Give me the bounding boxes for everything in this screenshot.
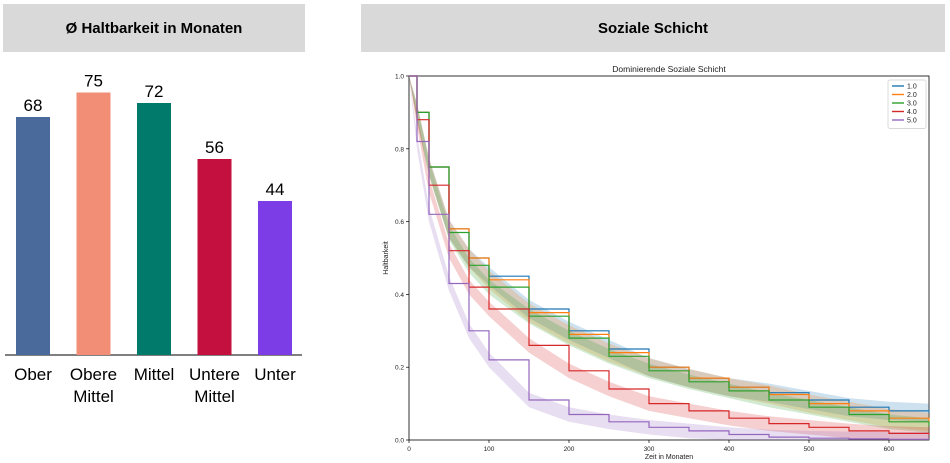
bar (258, 201, 292, 355)
left-panel-header: Ø Haltbarkeit in Monaten (3, 4, 305, 52)
survival-line (409, 75, 929, 440)
bar (197, 159, 232, 355)
plot-frame (408, 75, 930, 441)
y-tick-label: 0.0 (395, 438, 404, 445)
x-tick-label: 400 (724, 446, 735, 453)
bar-category-label: Unter (254, 365, 296, 384)
legend-label: 5.0 (907, 118, 917, 125)
y-tick-label: 0.8 (395, 146, 404, 153)
bar-category-label: Mittel (134, 365, 175, 384)
bar (16, 117, 50, 355)
y-axis-label: Haltbarkeit (383, 241, 390, 275)
bar-value-label: 75 (84, 72, 103, 91)
y-tick-label: 0.6 (395, 219, 404, 226)
right-panel-title: Soziale Schicht (597, 19, 709, 37)
bar (76, 92, 111, 355)
y-tick-label: 0.2 (395, 365, 404, 372)
survival-line (409, 75, 930, 435)
right-panel-header: Soziale Schicht (361, 4, 945, 52)
bar-category-label: Ober (14, 365, 52, 384)
x-tick-label: 300 (644, 446, 655, 453)
legend-label: 1.0 (907, 84, 917, 91)
confidence-band (409, 76, 929, 440)
x-axis-label: Zeit in Monaten (645, 454, 693, 461)
y-tick-label: 1.0 (395, 74, 404, 81)
x-tick-label: 500 (804, 446, 815, 453)
bar-chart: 68 Ober 75 Obere Mittel 72 Mittel 56 Untere Mitte… (5, 72, 302, 406)
x-tick-label: 600 (884, 446, 895, 453)
legend-label: 3.0 (907, 101, 917, 108)
x-tick-label: 200 (564, 446, 575, 453)
x-tick-label: 0 (407, 446, 411, 453)
bar-value-label: 44 (266, 180, 285, 199)
y-tick-label: 0.4 (395, 292, 404, 299)
bar-value-label: 72 (145, 82, 164, 101)
bar-value-label: 56 (205, 138, 224, 157)
legend-label: 2.0 (907, 92, 917, 99)
x-tick-label: 100 (484, 446, 495, 453)
bar-category-label: Untere (189, 365, 240, 384)
bar (137, 103, 171, 355)
legend-box (887, 79, 927, 129)
bar-category-label: Obere (70, 365, 117, 384)
chart-title: Dominierende Soziale Schicht (612, 64, 726, 74)
left-panel-title: Ø Haltbarkeit in Monaten (65, 19, 243, 37)
bar-value-label: 68 (24, 96, 43, 115)
bar-category-label: Mittel (194, 387, 235, 406)
bar-category-label: Mittel (73, 387, 114, 406)
legend-label: 4.0 (907, 109, 917, 116)
